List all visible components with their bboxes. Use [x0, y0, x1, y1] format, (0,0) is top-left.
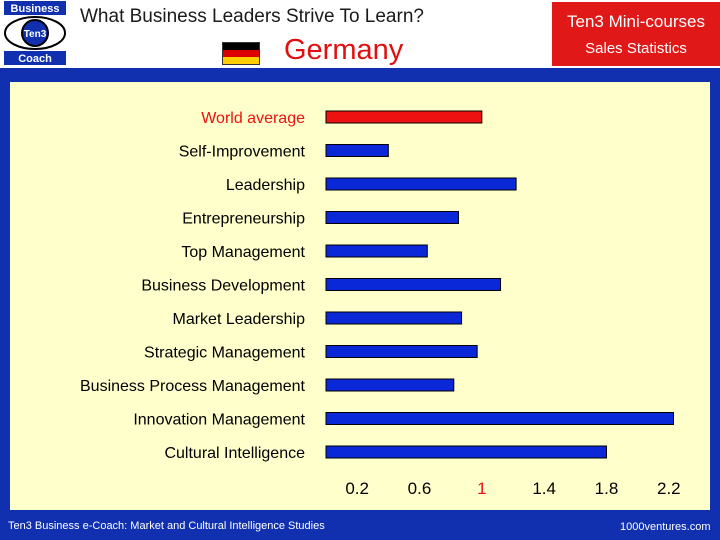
logo-top-text: Business	[11, 3, 60, 15]
category-label: Business Development	[141, 278, 305, 295]
flag-stripe-black	[223, 43, 259, 50]
x-tick-label: 1.8	[595, 479, 619, 498]
bar	[325, 412, 675, 425]
bar	[325, 211, 459, 224]
page-title: What Business Leaders Strive To Learn?	[80, 6, 424, 27]
bar	[325, 244, 428, 258]
bar	[325, 311, 463, 325]
category-label: Cultural Intelligence	[164, 445, 305, 462]
badge-title: Ten3 Mini-courses	[567, 12, 705, 31]
badge-subtitle: Sales Statistics	[585, 40, 687, 57]
bar	[325, 278, 502, 291]
x-tick-label: 2.2	[657, 479, 681, 498]
germany-flag-icon	[222, 42, 260, 65]
footer-site-link[interactable]: 1000ventures.com	[620, 521, 711, 533]
chart-panel: World average Self-Improvement Leadership E…	[10, 82, 710, 510]
category-label: Strategic Management	[144, 345, 306, 362]
flag-stripe-gold	[223, 57, 259, 64]
flag-stripe-red	[223, 50, 259, 57]
category-label: Top Management	[181, 244, 305, 261]
x-tick-label: 1.4	[532, 479, 556, 498]
business-coach-logo: Business Ten3 Coach	[2, 0, 68, 66]
header: Business Ten3 Coach What Business Leader…	[0, 0, 720, 68]
category-label: World average	[201, 110, 305, 127]
category-label: Business Process Management	[80, 378, 306, 395]
country-subtitle: Germany	[284, 34, 404, 66]
bar	[325, 144, 389, 157]
mini-courses-badge[interactable]: Ten3 Mini-courses Sales Statistics	[552, 2, 720, 66]
x-tick-label: 0.2	[345, 479, 369, 498]
footer-credit: Ten3 Business e-Coach: Market and Cultur…	[8, 520, 325, 532]
bar	[325, 345, 478, 358]
logo-mid-text: Ten3	[24, 29, 47, 40]
bar	[325, 378, 455, 392]
category-label: Entrepreneurship	[182, 211, 305, 228]
x-tick-label: 1	[477, 479, 486, 498]
logo-bottom-text: Coach	[18, 53, 52, 65]
category-label: Innovation Management	[133, 412, 305, 429]
category-label: Leadership	[226, 177, 305, 194]
x-tick-label: 0.6	[408, 479, 432, 498]
bar-chart: World average Self-Improvement Leadership E…	[80, 110, 681, 498]
bar	[325, 177, 517, 191]
bar	[325, 445, 607, 459]
category-label: Self-Improvement	[179, 144, 306, 161]
category-label: Market Leadership	[172, 311, 305, 328]
bar	[325, 110, 483, 124]
